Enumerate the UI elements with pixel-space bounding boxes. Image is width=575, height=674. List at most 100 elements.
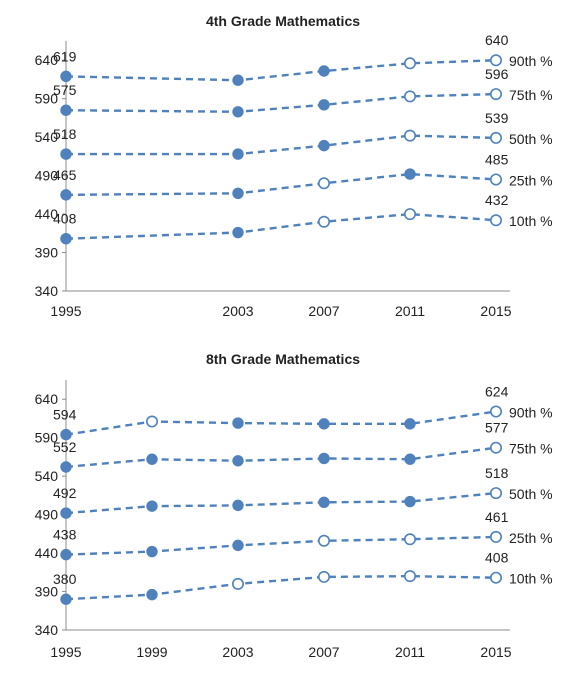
data-point	[232, 148, 244, 160]
series-line	[65, 491, 497, 515]
y-tick-label: 390	[35, 584, 59, 600]
series-line	[65, 446, 497, 469]
y-tick-label: 440	[35, 545, 59, 561]
series-line	[65, 172, 497, 197]
x-tick-label: 2015	[480, 644, 511, 660]
data-point	[232, 74, 244, 86]
data-label-start: 380	[53, 571, 77, 587]
data-point	[60, 189, 72, 201]
y-tick-label: 590	[35, 91, 59, 107]
chart-title: 8th Grade Mathematics	[206, 351, 360, 367]
data-point	[489, 54, 502, 67]
data-point	[60, 148, 72, 160]
data-label-end: 461	[485, 509, 509, 525]
y-tick-label: 390	[35, 245, 59, 261]
data-point	[146, 588, 158, 601]
data-point	[489, 487, 502, 500]
data-point	[403, 533, 416, 546]
series-line	[65, 212, 497, 240]
data-point	[60, 70, 72, 83]
y-tick-label: 540	[35, 468, 59, 484]
x-tick-label: 2007	[308, 303, 339, 319]
data-point	[146, 500, 158, 512]
x-tick-label: 2003	[222, 644, 253, 660]
x-tick-label: 2007	[308, 644, 339, 660]
data-point	[489, 214, 502, 227]
series-line	[66, 134, 497, 156]
data-point	[232, 539, 244, 552]
series-name-label: 75th %	[509, 441, 553, 457]
data-point	[60, 104, 72, 116]
data-point	[489, 405, 502, 418]
series-name-label: 90th %	[509, 53, 553, 69]
data-label-end: 577	[485, 420, 509, 436]
data-point	[232, 499, 244, 512]
data-point	[404, 168, 416, 180]
data-point	[489, 173, 502, 186]
series-line	[65, 92, 497, 113]
data-point	[404, 418, 416, 430]
data-point	[318, 99, 330, 111]
series-name-label: 25th %	[509, 530, 553, 546]
data-point	[318, 65, 330, 77]
x-tick-label: 2003	[222, 303, 253, 319]
data-label-start: 518	[53, 126, 77, 142]
x-tick-label: 2015	[480, 303, 511, 319]
data-point	[232, 187, 244, 200]
y-tick-label: 640	[35, 391, 59, 407]
data-point	[489, 131, 502, 144]
series-line	[65, 410, 497, 436]
data-label-start: 465	[53, 167, 77, 183]
data-point	[60, 548, 72, 561]
data-point	[489, 441, 502, 454]
data-label-start: 594	[53, 407, 77, 423]
data-point	[404, 453, 416, 465]
x-tick-label: 2011	[395, 303, 425, 319]
data-label-start: 552	[53, 439, 77, 455]
data-label-start: 438	[53, 527, 77, 543]
data-point	[404, 495, 416, 508]
y-tick-label: 490	[35, 507, 59, 523]
series-name-label: 10th %	[509, 571, 553, 587]
data-label-start: 492	[53, 485, 77, 501]
chart-grade4: 4th Grade Mathematics 340 390 440 490 540 590 6…	[35, 13, 553, 319]
data-point	[232, 106, 244, 118]
y-tick-label: 440	[35, 206, 59, 222]
series-line	[65, 574, 497, 601]
data-point	[403, 208, 416, 221]
data-label-end: 485	[485, 151, 509, 167]
data-label-end: 432	[485, 192, 509, 208]
x-tick-label: 1995	[50, 303, 81, 319]
series-name-label: 50th %	[509, 486, 553, 502]
y-tick-label: 340	[35, 283, 59, 299]
series-name-label: 50th %	[509, 131, 553, 147]
x-tick-label: 1995	[50, 644, 81, 660]
data-point	[60, 507, 72, 519]
data-point	[232, 455, 244, 467]
series-name-label: 10th %	[509, 213, 553, 229]
data-point	[317, 177, 330, 190]
data-point	[317, 570, 330, 583]
data-label-start: 408	[53, 211, 77, 227]
data-point	[146, 453, 158, 465]
data-point	[318, 496, 330, 509]
data-label-end: 596	[485, 66, 509, 82]
x-tick-label: 1999	[136, 644, 167, 660]
data-point	[403, 129, 416, 142]
data-point	[232, 417, 244, 429]
series-line	[65, 59, 497, 82]
data-point	[146, 545, 158, 558]
data-point	[146, 415, 159, 428]
y-tick-label: 590	[35, 430, 59, 446]
